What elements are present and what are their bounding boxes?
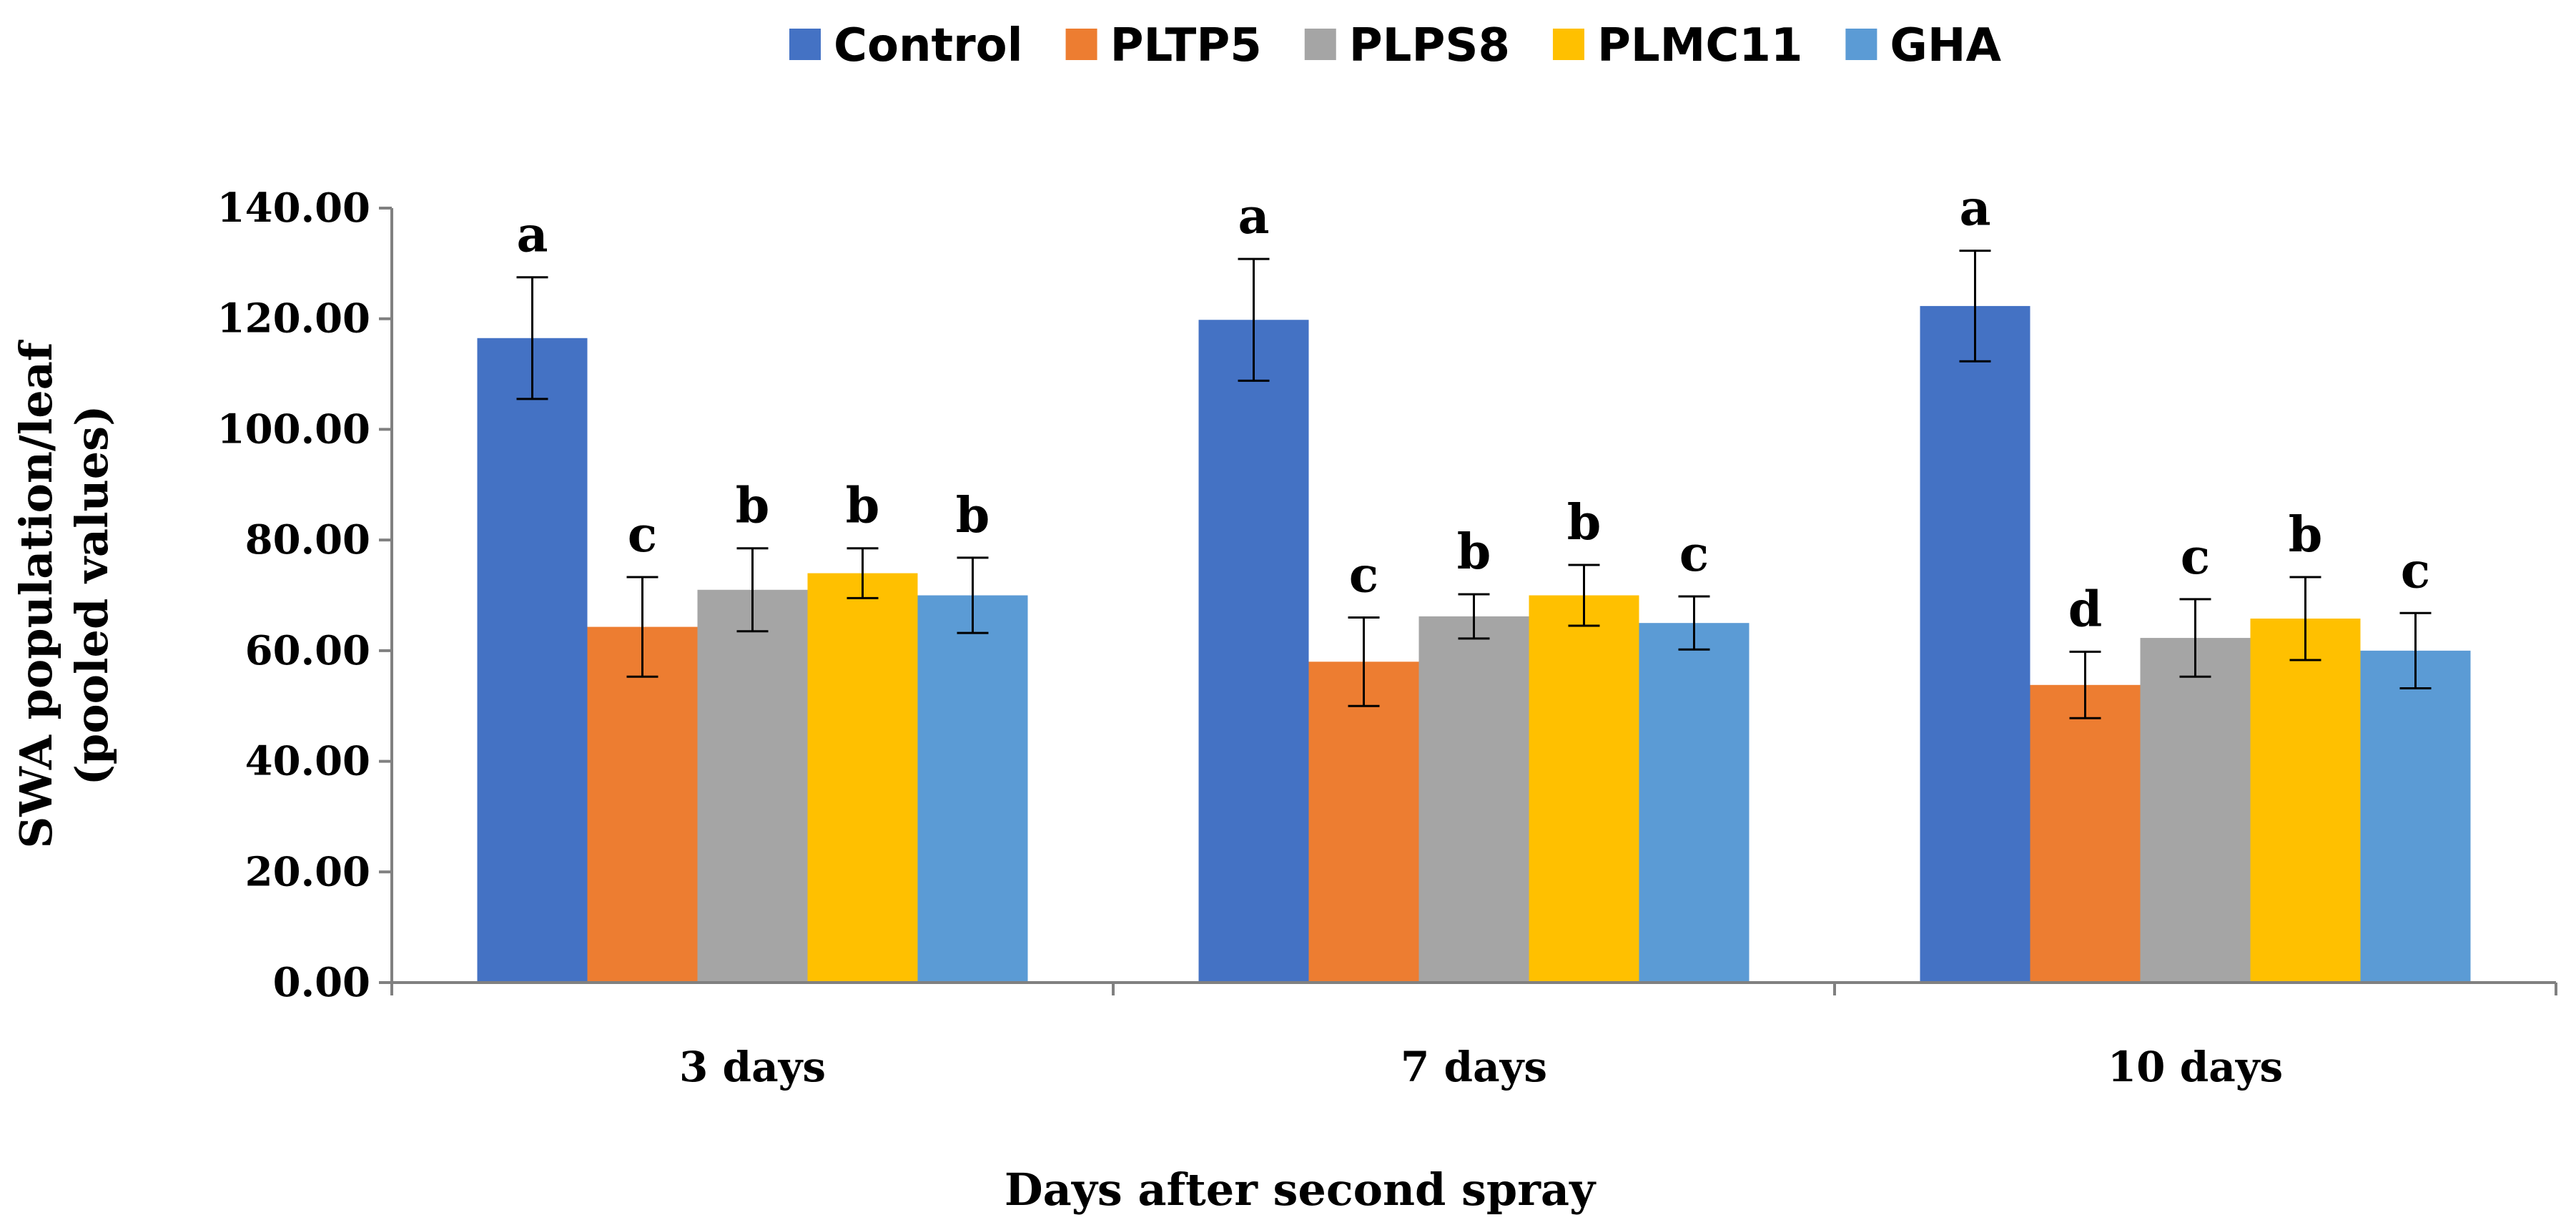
legend-label: PLMC11 xyxy=(1597,19,1802,72)
legend-label: PLTP5 xyxy=(1110,19,1262,72)
x-axis-title: Days after second spray xyxy=(1005,1163,1597,1216)
y-tick-label: 100.00 xyxy=(217,405,370,453)
legend-swatch xyxy=(1304,29,1336,60)
bar xyxy=(2360,650,2471,983)
y-axis-title-line: (pooled values) xyxy=(66,405,118,786)
legend-swatch xyxy=(1845,29,1877,60)
significance-letter: c xyxy=(2401,542,2430,599)
significance-letter: a xyxy=(1959,180,1990,237)
significance-letter: b xyxy=(956,487,990,544)
bars: a c b b b a c b b c a d c b c xyxy=(477,180,2471,983)
significance-letter: a xyxy=(516,207,548,264)
bar xyxy=(2030,684,2141,983)
bar xyxy=(587,626,698,983)
x-tick-label: 10 days xyxy=(2108,1043,2283,1091)
bar xyxy=(697,589,808,983)
y-tick-label: 120.00 xyxy=(217,295,370,343)
y-axis-title: SWA population/leaf (pooled values) xyxy=(10,340,118,848)
y-tick-label: 20.00 xyxy=(245,848,370,895)
significance-letter: d xyxy=(2068,581,2103,638)
y-axis-title-line: SWA population/leaf xyxy=(10,340,62,848)
x-tick-label: 7 days xyxy=(1401,1043,1547,1091)
y-tick-label: 0.00 xyxy=(273,959,370,1006)
legend-swatch xyxy=(789,29,821,60)
y-tick-label: 140.00 xyxy=(217,184,370,232)
bar xyxy=(1639,623,1750,983)
bar xyxy=(1529,595,1639,983)
significance-letter: b xyxy=(1457,523,1491,581)
legend-swatch xyxy=(1552,29,1584,60)
significance-letter: a xyxy=(1238,188,1269,245)
significance-letter: b xyxy=(2289,506,2323,564)
bar xyxy=(917,595,1028,983)
bar xyxy=(1198,320,1309,983)
significance-letter: c xyxy=(1349,546,1378,604)
legend: Control PLTP5 PLPS8 PLMC11 GHA xyxy=(789,19,2001,72)
bar xyxy=(1418,616,1529,983)
y-tick-label: 60.00 xyxy=(245,627,370,674)
legend-swatch xyxy=(1065,29,1097,60)
bar xyxy=(2250,618,2361,983)
bar xyxy=(807,573,918,983)
significance-letter: b xyxy=(846,478,880,535)
legend-label: GHA xyxy=(1890,19,2001,72)
significance-letter: b xyxy=(1567,494,1602,551)
y-tick-label: 40.00 xyxy=(245,738,370,785)
bar xyxy=(2140,638,2251,983)
bar xyxy=(1308,661,1419,983)
x-tick-label: 3 days xyxy=(679,1043,826,1091)
x-axis: 3 days 7 days 10 days xyxy=(390,981,2557,1091)
significance-letter: c xyxy=(628,506,657,564)
significance-letter: b xyxy=(736,478,770,535)
significance-letter: c xyxy=(2181,528,2210,586)
legend-label: Control xyxy=(834,19,1023,72)
y-axis: 0.00 20.00 40.00 60.00 80.00 100.00 120.00 140.… xyxy=(217,184,393,1006)
bar xyxy=(477,338,588,983)
bar xyxy=(1920,305,2030,983)
y-tick-label: 80.00 xyxy=(245,516,370,564)
legend-label: PLPS8 xyxy=(1349,19,1510,72)
significance-letter: c xyxy=(1679,526,1709,583)
